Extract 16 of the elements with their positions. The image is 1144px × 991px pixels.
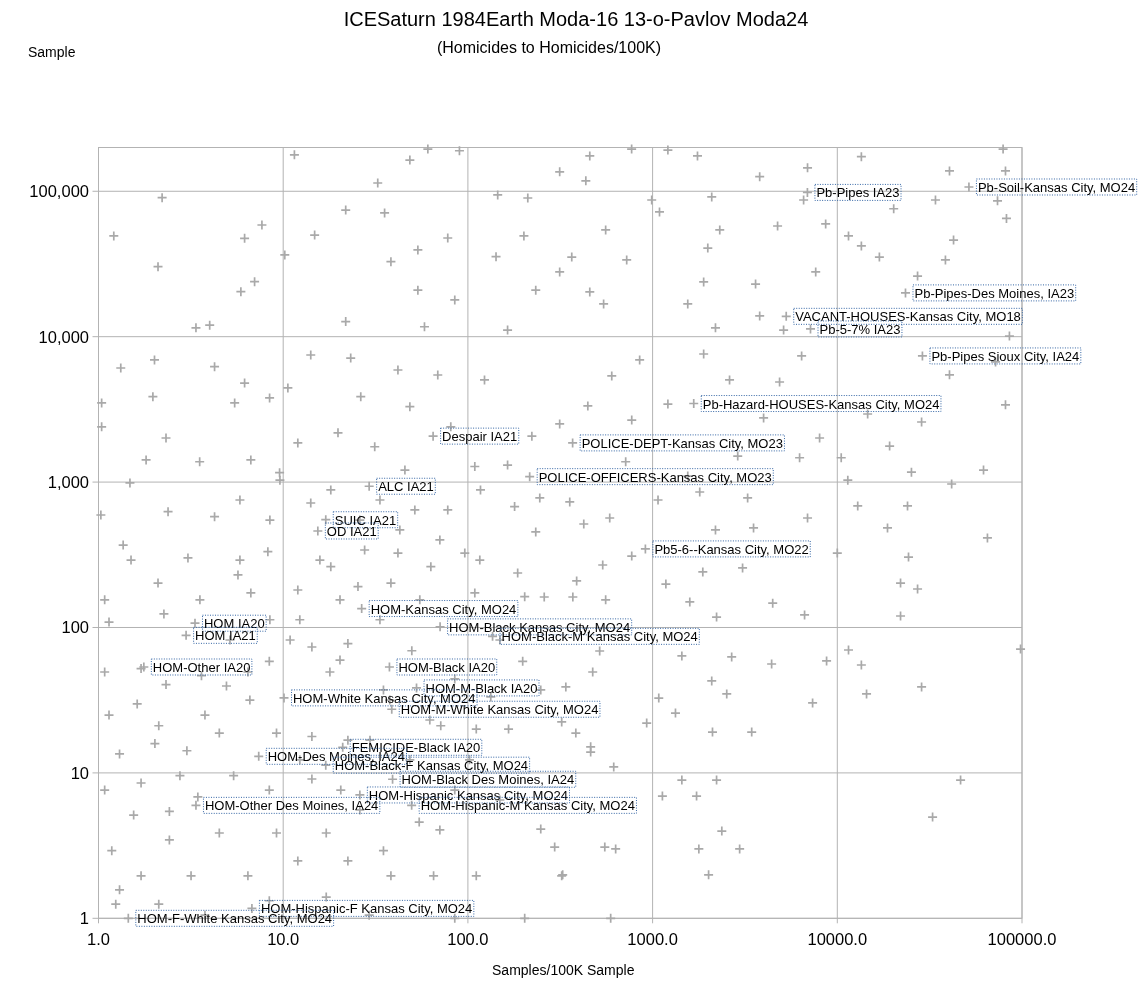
y-tick-label: 10 xyxy=(70,763,89,782)
text: Sample xyxy=(28,44,76,60)
x-tick-label: 1.0 xyxy=(87,930,110,948)
y-tick-label: 1 xyxy=(79,909,89,928)
x-tick-label: 100000.0 xyxy=(987,930,1057,948)
y-tick-label: 100,000 xyxy=(29,182,89,201)
x-tick-label: 1000.0 xyxy=(627,930,678,948)
y-tick-label: 100 xyxy=(61,618,89,637)
y-tick-label: 1,000 xyxy=(47,473,89,492)
chart-subtitle: (Homicides to Homicides/100K) xyxy=(436,39,662,56)
y-tick-label: 10,000 xyxy=(38,327,89,346)
chart-title: ICESaturn 1984Earth Moda-16 13-o-Pavlov Moda24 xyxy=(343,8,809,30)
x-tick-label: 100.0 xyxy=(447,930,489,948)
x-axis-title: Samples/100K Sample xyxy=(492,962,635,978)
x-tick-label: 10000.0 xyxy=(807,930,868,948)
x-tick-label: 10.0 xyxy=(267,930,300,948)
